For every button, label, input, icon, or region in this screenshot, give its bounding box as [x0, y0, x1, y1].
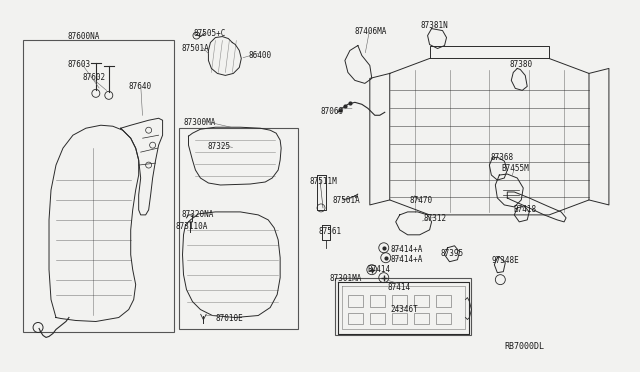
Text: 87406MA: 87406MA: [355, 26, 387, 36]
Bar: [348, 312, 363, 324]
Text: 87470: 87470: [410, 196, 433, 205]
Bar: [436, 312, 451, 324]
Bar: [413, 295, 429, 307]
Text: 87381N: 87381N: [420, 20, 449, 30]
Text: 87320NA: 87320NA: [182, 210, 214, 219]
Bar: [413, 312, 429, 324]
Text: B7414: B7414: [368, 265, 391, 274]
Text: 87511M: 87511M: [309, 177, 337, 186]
Text: 87414+A: 87414+A: [391, 255, 423, 264]
Text: 86400: 86400: [248, 51, 271, 60]
Text: 87640: 87640: [129, 82, 152, 92]
Text: 87602: 87602: [83, 73, 106, 83]
Bar: [335, 278, 472, 336]
Text: B7455M: B7455M: [501, 164, 529, 173]
Text: 87325: 87325: [207, 142, 230, 151]
Text: 87380: 87380: [509, 61, 532, 70]
Text: 87300MA: 87300MA: [184, 118, 216, 127]
Bar: [23, 39, 173, 333]
Text: 87414+A: 87414+A: [391, 245, 423, 254]
Text: B7418: B7418: [513, 205, 536, 214]
Text: 87561: 87561: [318, 227, 341, 236]
Text: 87501A: 87501A: [182, 44, 209, 52]
Text: RB7000DL: RB7000DL: [504, 342, 544, 352]
Text: 87600NA: 87600NA: [68, 32, 100, 41]
Bar: [436, 295, 451, 307]
Bar: [392, 312, 406, 324]
Bar: [179, 128, 298, 330]
Text: 87603: 87603: [68, 61, 91, 70]
Bar: [370, 295, 385, 307]
Text: 97348E: 97348E: [492, 256, 519, 265]
Text: 87301MA: 87301MA: [330, 274, 362, 283]
Text: 24346T: 24346T: [391, 305, 419, 314]
Text: 87505+C: 87505+C: [193, 29, 226, 38]
Text: 87010E: 87010E: [216, 314, 243, 323]
Text: 87414: 87414: [388, 283, 411, 292]
Text: 87501A: 87501A: [333, 196, 361, 205]
Text: 87312: 87312: [424, 214, 447, 223]
Text: 87395: 87395: [440, 249, 463, 258]
Text: 87368: 87368: [490, 153, 513, 162]
Text: 873110A: 873110A: [175, 222, 208, 231]
Text: 87069: 87069: [321, 107, 344, 116]
Bar: [392, 295, 406, 307]
Bar: [370, 312, 385, 324]
Bar: [348, 295, 363, 307]
